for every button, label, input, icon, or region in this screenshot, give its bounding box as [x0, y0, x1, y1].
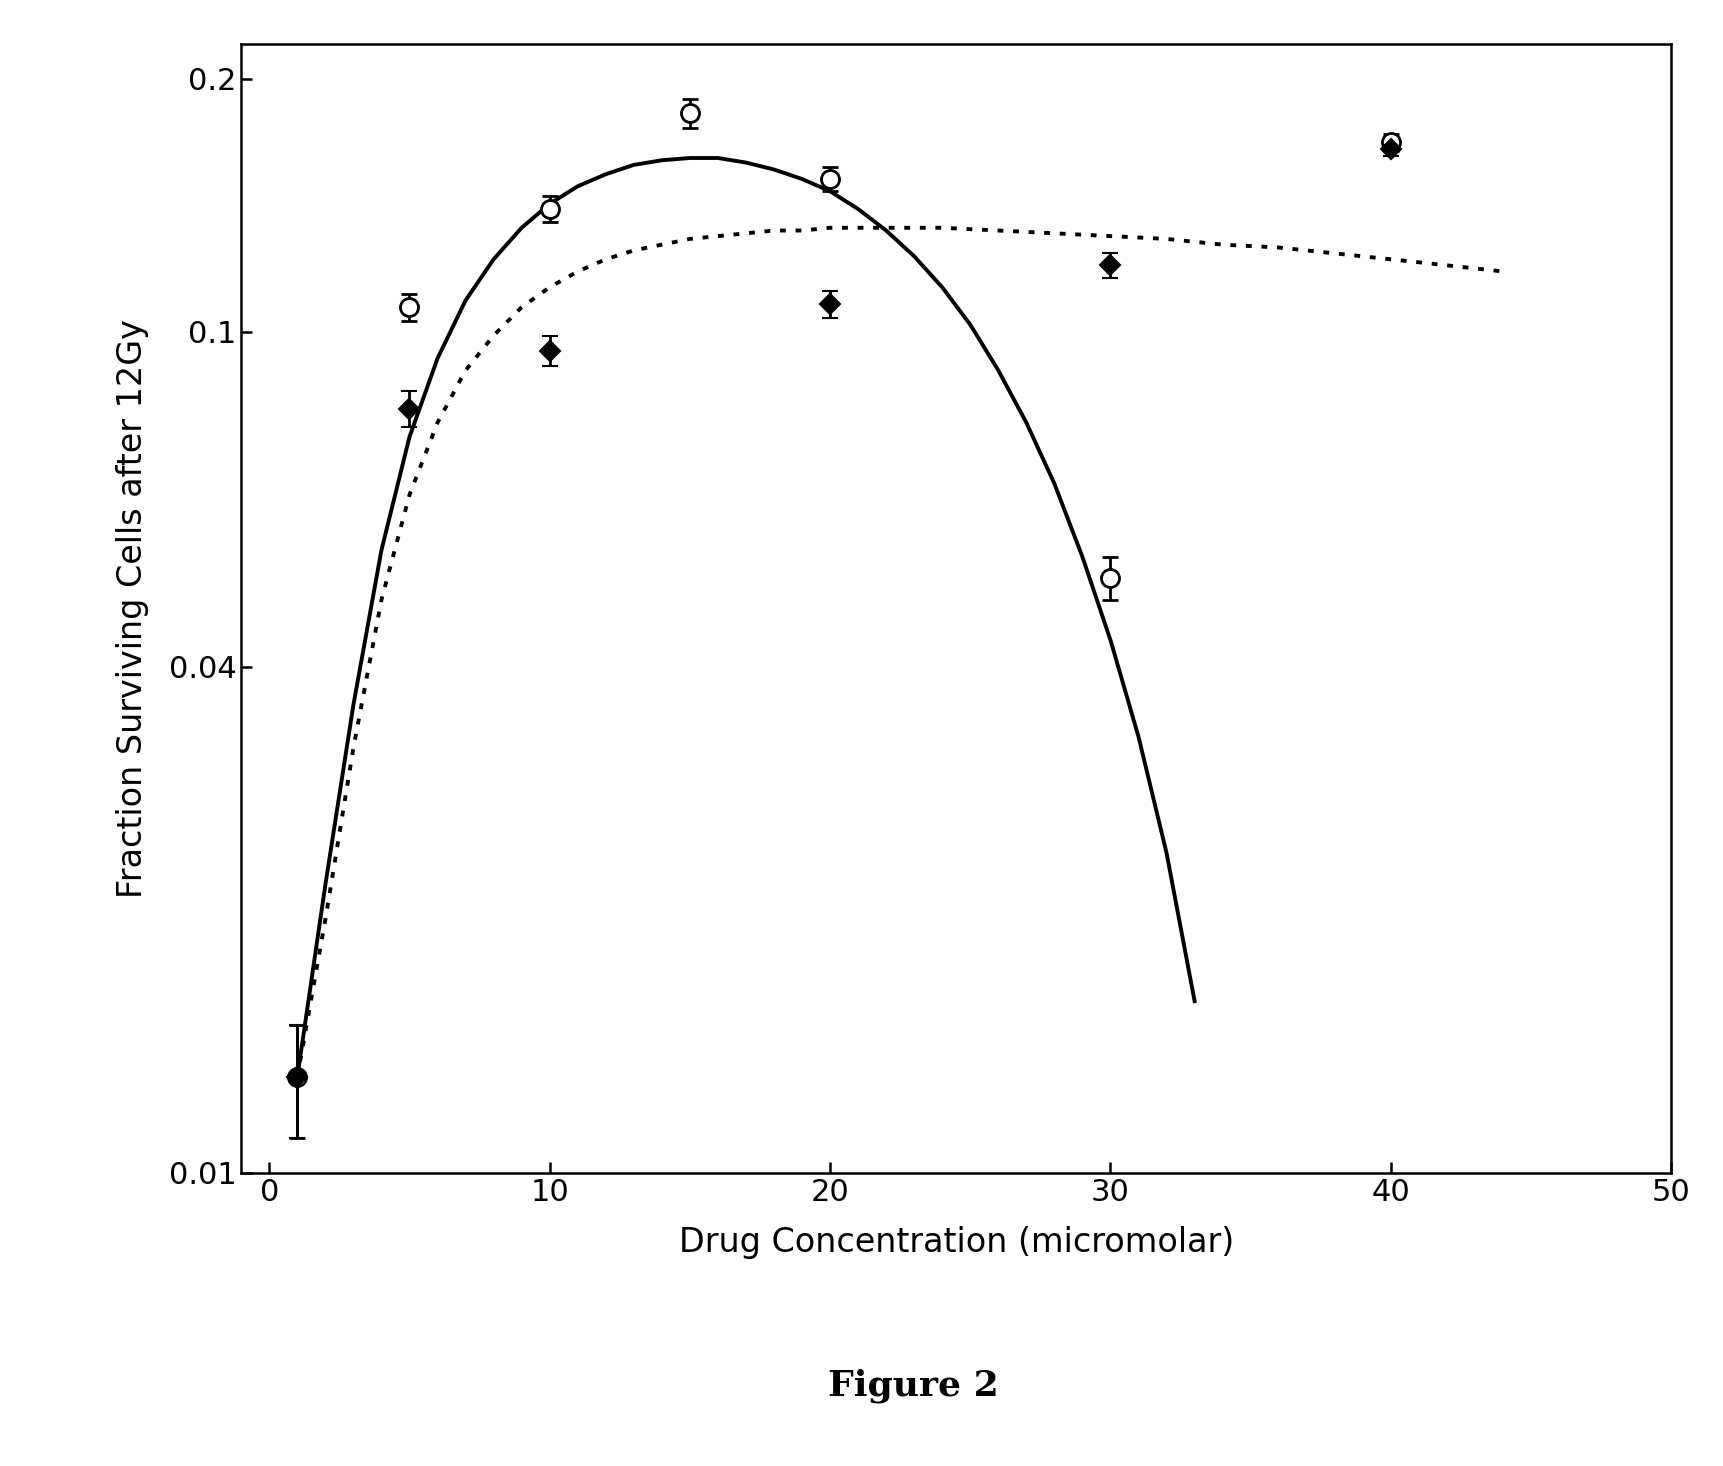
X-axis label: Drug Concentration (micromolar): Drug Concentration (micromolar) [679, 1226, 1234, 1259]
Text: Figure 2: Figure 2 [827, 1368, 999, 1403]
Y-axis label: Fraction Surviving Cells after 12Gy: Fraction Surviving Cells after 12Gy [115, 320, 150, 897]
